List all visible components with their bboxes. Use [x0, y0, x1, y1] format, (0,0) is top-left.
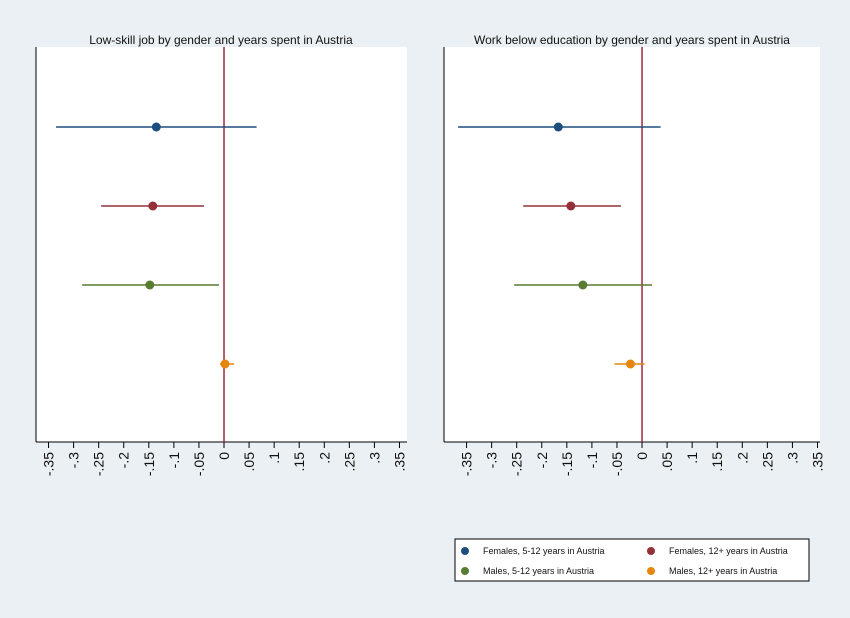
point-estimate [553, 122, 563, 132]
legend: Females, 5-12 years in Austria Females, 1… [454, 538, 810, 582]
legend-label: Females, 5-12 years in Austria [483, 546, 605, 556]
x-tick-label: .15 [709, 452, 725, 472]
x-tick-label: 0 [634, 452, 650, 460]
x-tick-label: -.2 [116, 452, 132, 469]
x-tick-label: -.05 [191, 452, 207, 476]
x-tick-label: .25 [759, 452, 775, 472]
x-tick-label: 0 [216, 452, 232, 460]
x-tick-label: .35 [391, 452, 407, 472]
legend-label: Males, 12+ years in Austria [669, 566, 777, 576]
x-tick-label: .05 [241, 452, 257, 472]
x-tick-label: -.15 [559, 452, 575, 476]
x-tick-label: -.1 [166, 452, 182, 469]
x-tick-label: .15 [291, 452, 307, 472]
x-tick-label: .3 [784, 452, 800, 464]
x-tick-label: .3 [366, 452, 382, 464]
panel-work-below-education: Work below education by gender and years… [443, 33, 825, 476]
x-tick-label: -.25 [509, 452, 525, 476]
chart-title: Low-skill job by gender and years spent … [89, 33, 353, 47]
point-estimate [220, 359, 230, 369]
panel-low-skill-job: Low-skill job by gender and years spent … [35, 33, 407, 476]
legend-marker [647, 547, 655, 555]
point-estimate [151, 122, 161, 132]
x-tick-label: -.3 [484, 452, 500, 469]
legend-label: Males, 5-12 years in Austria [483, 566, 594, 576]
legend-label: Females, 12+ years in Austria [669, 546, 788, 556]
x-tick-label: .1 [684, 452, 700, 464]
x-tick-label: -.2 [534, 452, 550, 469]
legend-box [454, 538, 810, 582]
legend-marker [461, 547, 469, 555]
x-tick-label: .25 [341, 452, 357, 472]
plot-area [444, 47, 820, 442]
legend-marker [647, 567, 655, 575]
x-tick-label: .05 [659, 452, 675, 472]
plot-area [36, 47, 407, 442]
x-tick-label: -.1 [584, 452, 600, 469]
point-estimate [145, 280, 155, 290]
x-tick-label: -.25 [91, 452, 107, 476]
x-tick-label: -.15 [141, 452, 157, 476]
point-estimate [566, 201, 576, 211]
point-estimate [148, 201, 158, 211]
legend-marker [461, 567, 469, 575]
x-tick-label: .2 [316, 452, 332, 464]
x-tick-label: -.35 [41, 452, 57, 476]
x-tick-label: -.05 [609, 452, 625, 476]
x-tick-label: -.35 [459, 452, 475, 476]
x-tick-label: .35 [809, 452, 825, 472]
x-tick-label: -.3 [66, 452, 82, 469]
chart-title: Work below education by gender and years… [474, 33, 790, 47]
point-estimate [578, 280, 588, 290]
x-tick-label: .2 [734, 452, 750, 464]
point-estimate [625, 359, 635, 369]
x-tick-label: .1 [266, 452, 282, 464]
